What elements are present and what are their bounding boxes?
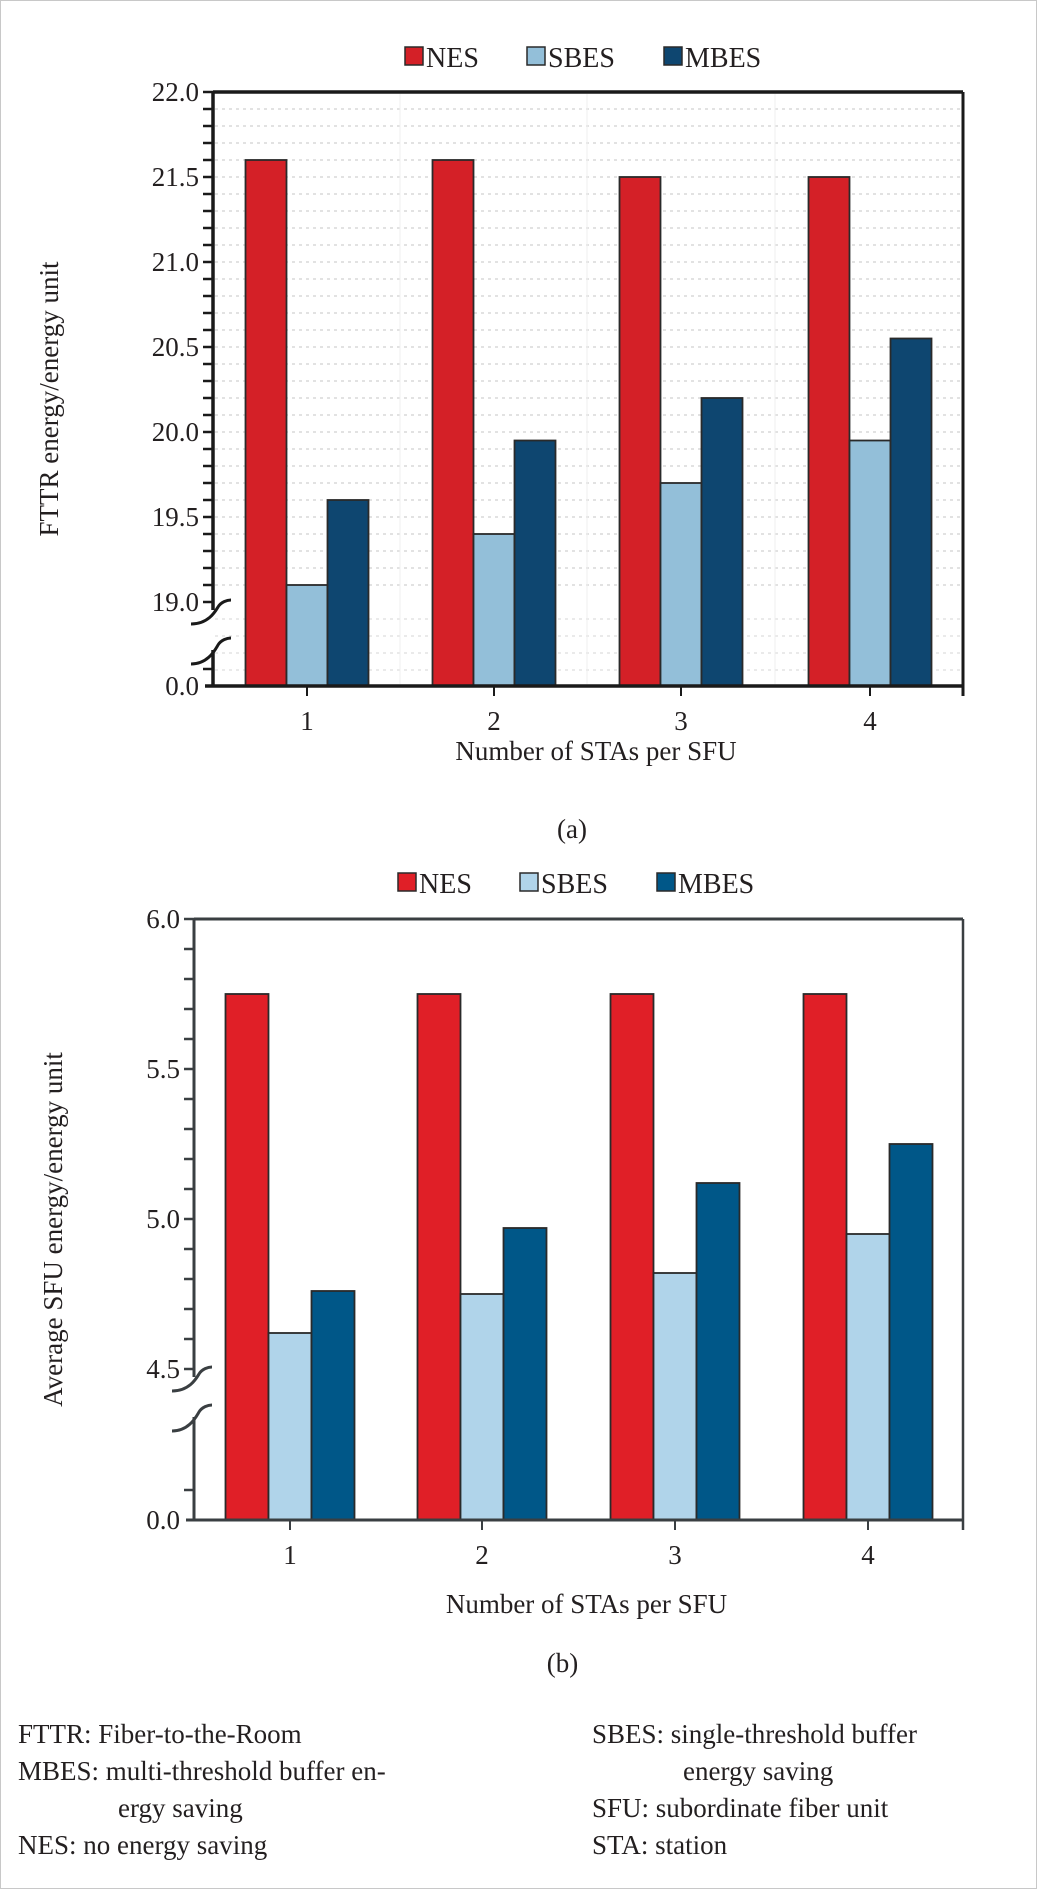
bar-nes-3 — [609, 993, 655, 1521]
x-tick-label: 3 — [674, 706, 688, 736]
bar-sbes-4 — [845, 1233, 891, 1521]
bar-mbes-1 — [310, 1290, 356, 1521]
glossary-item-sfu: SFU: subordinate fiber unit — [592, 1790, 917, 1827]
legend-label-sbes: SBES — [541, 869, 608, 900]
y-tick-label: 6.0 — [146, 904, 180, 934]
glossary-right: SBES: single-threshold buffer energy sav… — [592, 1716, 917, 1864]
y-tick-label: 5.0 — [146, 1204, 180, 1234]
bar-nes-2 — [416, 993, 462, 1521]
glossary-continuation: energy saving — [592, 1753, 917, 1790]
legend-swatch-sbes — [526, 46, 546, 66]
x-axis-title: Number of STAs per SFU — [455, 736, 736, 766]
bar-sbes-3 — [659, 482, 703, 687]
glossary-left: FTTR: Fiber-to-the-Room MBES: multi-thre… — [18, 1716, 386, 1864]
glossary-continuation: ergy saving — [18, 1790, 386, 1827]
legend-label-mbes: MBES — [678, 869, 754, 900]
glossary-term: FTTR: — [18, 1719, 92, 1749]
y-tick-label: 0.0 — [165, 671, 199, 701]
y-axis-title: FTTR energy/energy unit — [34, 261, 64, 536]
legend-label-nes: NES — [426, 43, 479, 74]
y-tick-label: 20.5 — [152, 332, 199, 362]
x-tick-label: 2 — [487, 706, 501, 736]
bar-sbes-4 — [848, 439, 892, 687]
bar-mbes-1 — [326, 499, 370, 687]
gridlines — [215, 94, 961, 684]
glossary-term: MBES: — [18, 1756, 100, 1786]
axis-break-upper — [171, 1365, 213, 1393]
x-tick-label: 2 — [475, 1540, 489, 1570]
y-tick-label: 4.5 — [146, 1354, 180, 1384]
bar-mbes-2 — [502, 1227, 548, 1521]
legend-label-mbes: MBES — [685, 43, 761, 74]
legend-label-sbes: SBES — [548, 43, 615, 74]
axis-break-lower — [171, 1403, 213, 1433]
glossary-item-mbes: MBES: multi-threshold buffer en- — [18, 1753, 386, 1790]
legend-swatch-sbes — [519, 872, 539, 892]
glossary-item-sta: STA: station — [592, 1827, 917, 1864]
x-tick-label: 1 — [300, 706, 314, 736]
glossary-item-nes: NES: no energy saving — [18, 1827, 386, 1864]
glossary-term: STA: — [592, 1830, 649, 1860]
bar-sbes-1 — [267, 1332, 313, 1521]
axis-break-upper — [190, 598, 232, 626]
y-ticks — [184, 917, 194, 1492]
y-tick-label: 21.0 — [152, 247, 199, 277]
legend-swatch-nes — [397, 872, 417, 892]
y-tick-label: 21.5 — [152, 162, 199, 192]
bar-mbes-4 — [888, 1143, 934, 1521]
legend: NES SBES MBES — [404, 43, 761, 74]
y-tick-label: 19.5 — [152, 502, 199, 532]
bar-sbes-1 — [285, 584, 329, 687]
legend-swatch-mbes — [663, 46, 683, 66]
y-axis-title: Average SFU energy/energy unit — [38, 1052, 68, 1407]
glossary-def: no energy saving — [83, 1830, 268, 1860]
glossary-term: SFU: — [592, 1793, 650, 1823]
subfigure-caption: (a) — [557, 814, 587, 844]
y-tick-label: 20.0 — [152, 417, 199, 447]
bar-sbes-2 — [472, 533, 516, 687]
glossary-term: NES: — [18, 1830, 77, 1860]
glossary-item-sbes: SBES: single-threshold buffer — [592, 1716, 917, 1753]
x-tick-label: 4 — [863, 706, 877, 736]
bar-nes-4 — [807, 176, 851, 687]
y-ticks — [203, 90, 213, 671]
glossary-def-cont: ergy saving — [118, 1793, 243, 1823]
legend-label-nes: NES — [419, 869, 472, 900]
glossary-def: single-threshold buffer — [670, 1719, 917, 1749]
glossary-def: station — [655, 1830, 728, 1860]
bar-nes-1 — [224, 993, 270, 1521]
subfigure-caption: (b) — [547, 1648, 578, 1678]
axis-break-lower — [190, 636, 232, 666]
chart-a: 0.0 19.0 19.5 20.0 20.5 21.0 21.5 22.0 1 2 3 4 Numbe… — [34, 43, 965, 844]
legend: NES SBES MBES — [397, 869, 754, 900]
x-axis-title: Number of STAs per SFU — [446, 1589, 727, 1619]
bar-mbes-3 — [695, 1182, 741, 1521]
bar-nes-2 — [431, 159, 475, 687]
bar-sbes-2 — [459, 1293, 505, 1521]
y-tick-label: 0.0 — [146, 1505, 180, 1535]
bar-mbes-3 — [700, 397, 744, 687]
y-tick-label: 19.0 — [152, 587, 199, 617]
legend-swatch-mbes — [656, 872, 676, 892]
y-tick-label: 5.5 — [146, 1054, 180, 1084]
bar-mbes-2 — [513, 439, 557, 687]
x-tick-label: 4 — [861, 1540, 875, 1570]
glossary-item-fttr: FTTR: Fiber-to-the-Room — [18, 1716, 386, 1753]
chart-b: 0.0 4.5 5.0 5.5 6.0 1 2 3 4 Number of STAs per SF… — [38, 869, 965, 1678]
bar-mbes-4 — [889, 337, 933, 687]
bar-sbes-3 — [652, 1272, 698, 1521]
bar-nes-1 — [244, 159, 288, 687]
glossary-def: Fiber-to-the-Room — [98, 1719, 302, 1749]
x-tick-label: 1 — [283, 1540, 297, 1570]
glossary-def: subordinate fiber unit — [655, 1793, 889, 1823]
x-tick-label: 3 — [668, 1540, 682, 1570]
y-tick-label: 22.0 — [152, 77, 199, 107]
glossary-def: multi-threshold buffer en- — [105, 1756, 386, 1786]
glossary-term: SBES: — [592, 1719, 665, 1749]
bar-nes-3 — [618, 176, 662, 687]
legend-swatch-nes — [404, 46, 424, 66]
bar-nes-4 — [802, 993, 848, 1521]
glossary-def-cont: energy saving — [683, 1756, 834, 1786]
